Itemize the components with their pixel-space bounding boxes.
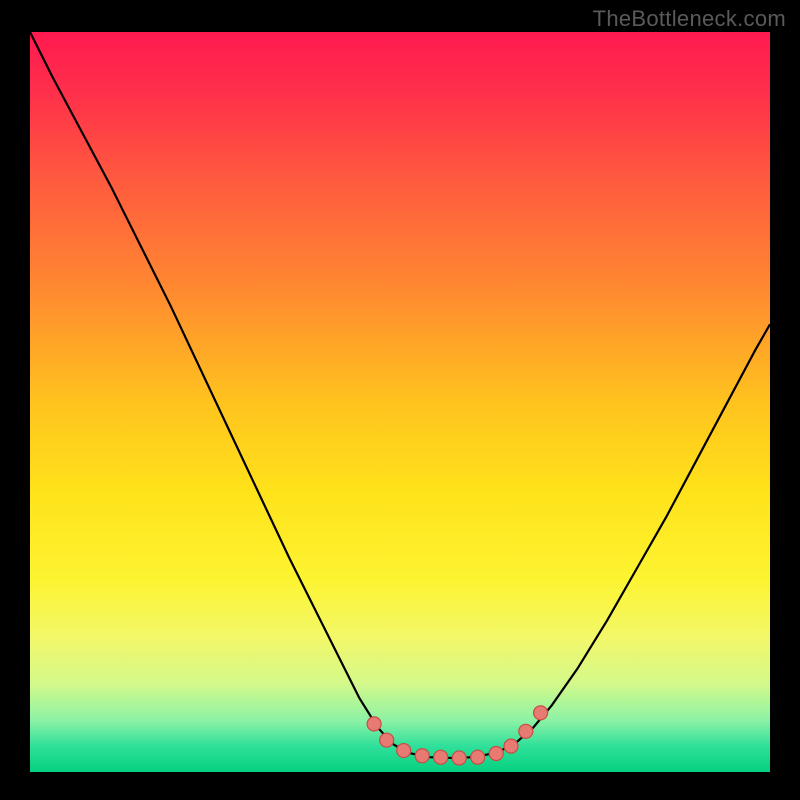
watermark-text: TheBottleneck.com [593,6,786,32]
curve-marker [519,724,533,738]
bottleneck-curve [30,32,770,758]
curve-marker [504,739,518,753]
curve-marker [452,751,466,765]
chart-frame: TheBottleneck.com [0,0,800,800]
curve-marker [471,750,485,764]
curve-marker [534,706,548,720]
plot-panel [30,32,770,772]
curve-marker [397,744,411,758]
curve-marker [434,750,448,764]
curve-layer [30,32,770,772]
marker-group [367,706,547,765]
curve-marker [415,749,429,763]
curve-marker [380,733,394,747]
curve-marker [367,717,381,731]
curve-marker [489,747,503,761]
